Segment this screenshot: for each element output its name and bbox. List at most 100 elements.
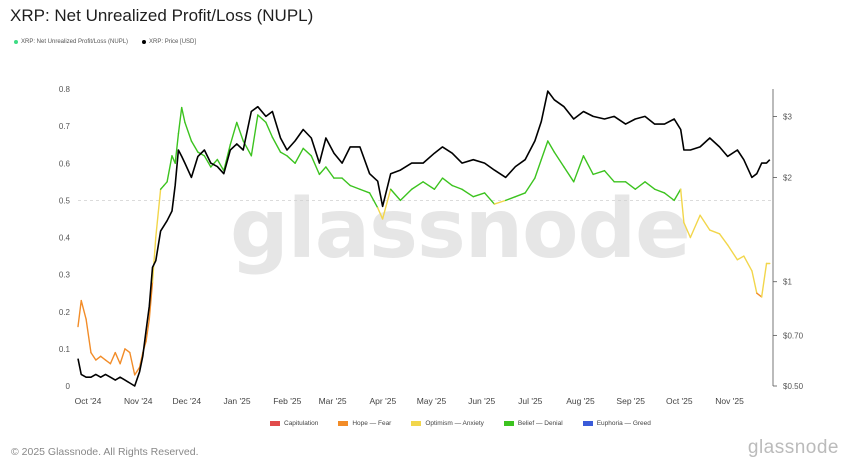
nupl-line-segment: [736, 255, 745, 261]
optimism-anxiety-swatch: [411, 421, 422, 426]
nupl-line-segment: [603, 169, 615, 183]
x-tick-label: Mar '25: [319, 396, 347, 406]
nupl-line-segment: [124, 348, 131, 354]
nupl-line-segment: [174, 132, 180, 164]
nupl-line-segment: [349, 184, 361, 190]
nupl-line-segment: [441, 177, 453, 187]
zone-legend-belief-denial[interactable]: Belief — Denial: [503, 420, 563, 427]
nupl-line-segment: [359, 188, 371, 194]
nupl-line-segment: [184, 121, 193, 142]
y-left-tick-label: 0.3: [59, 271, 71, 280]
nupl-line-segment: [80, 299, 87, 320]
nupl-line-segment: [679, 188, 685, 224]
nupl-line-segment: [203, 155, 212, 168]
zone-legend-capitulation[interactable]: Capitulation: [270, 420, 318, 427]
nupl-line-segment: [190, 140, 199, 153]
nupl-line-segment: [743, 255, 753, 272]
zone-label-hope-fear: Hope — Fear: [352, 420, 392, 427]
nupl-line-segment: [279, 151, 288, 157]
nupl-line-segment: [257, 114, 267, 124]
capitulation-swatch: [270, 421, 280, 426]
zone-legend-hope-fear[interactable]: Hope — Fear: [338, 420, 391, 427]
nupl-line-segment: [534, 158, 543, 179]
nupl-line-segment: [95, 355, 102, 361]
nupl-line-segment: [210, 158, 219, 168]
nupl-line-segment: [286, 155, 296, 164]
nupl-line-segment: [368, 192, 379, 209]
legend-item-nupl[interactable]: XRP: Net Unrealized Profit/Loss (NUPL): [14, 39, 128, 45]
nupl-line-segment: [271, 136, 282, 153]
y-right-tick-label: $1: [783, 278, 792, 287]
nupl-line-segment: [751, 270, 758, 294]
x-tick-label: Sep '25: [616, 396, 645, 406]
nupl-line-segment: [148, 281, 154, 320]
nupl-line-segment: [654, 188, 666, 194]
nupl-line-segment: [689, 214, 701, 239]
nupl-line-segment: [151, 236, 157, 283]
legend-item-price[interactable]: XRP: Price [USD]: [142, 39, 196, 45]
x-tick-label: Jan '25: [223, 396, 250, 406]
x-tick-label: Nov '25: [715, 396, 744, 406]
nupl-line-segment: [318, 166, 327, 176]
nupl-line-segment: [422, 181, 436, 190]
y-right-tick-label: $2: [783, 173, 792, 182]
nupl-line-segment: [411, 181, 424, 190]
nupl-line-segment: [399, 188, 413, 202]
y-left-tick-label: 0.8: [59, 85, 71, 94]
y-left-tick-label: 0.2: [59, 308, 71, 317]
nupl-line-segment: [155, 188, 162, 239]
nupl-line-segment: [77, 299, 82, 328]
nupl-line-segment: [129, 351, 136, 376]
legend-label-price: XRP: Price [USD]: [149, 39, 197, 45]
nupl-line-segment: [229, 121, 238, 146]
chart-title: XRP: Net Unrealized Profit/Loss (NUPL): [10, 6, 314, 25]
nupl-line-segment: [104, 359, 112, 365]
nupl-line-segment: [90, 351, 97, 361]
zone-label-capitulation: Capitulation: [284, 420, 319, 427]
nupl-line-segment: [472, 192, 486, 198]
nupl-line-segment: [718, 233, 729, 246]
nupl-line-segment: [216, 158, 225, 172]
nupl-line-segment: [265, 121, 274, 138]
x-tick-label: Feb '25: [273, 396, 301, 406]
brand-logo-text: glassnode: [747, 437, 839, 458]
nupl-line-segment: [180, 106, 186, 124]
nupl-line-segment: [166, 155, 173, 183]
nupl-line-segment: [563, 166, 575, 183]
y-right-tick-label: $0.70: [783, 331, 804, 340]
zone-label-belief-denial: Belief — Denial: [517, 420, 563, 427]
y-left-tick-label: 0.6: [59, 159, 71, 168]
nupl-line-segment: [483, 192, 496, 205]
nupl-line-segment: [381, 188, 392, 220]
nupl-line-segment: [159, 184, 165, 190]
nupl-line-segment: [673, 188, 682, 202]
y-right-tick-label: $0.50: [783, 382, 804, 391]
nupl-line-segment: [163, 181, 168, 187]
nupl-line-segment: [524, 177, 536, 194]
nupl-line-segment: [341, 177, 351, 187]
nupl-line-segment: [134, 366, 141, 376]
nupl-line-segment: [119, 348, 126, 365]
y-left-tick-label: 0.1: [59, 345, 71, 354]
x-tick-label: May '25: [417, 396, 447, 406]
nupl-line-segment: [514, 192, 526, 198]
zone-label-euphoria-greed: Euphoria — Greed: [596, 420, 651, 427]
nupl-line-segment: [663, 192, 675, 202]
watermark: glassnode: [230, 182, 691, 277]
zone-legend-optimism-anxiety[interactable]: Optimism — Anxiety: [411, 420, 484, 427]
legend-label-nupl: XRP: Net Unrealized Profit/Loss (NUPL): [21, 39, 129, 45]
nupl-line-segment: [547, 140, 555, 153]
y-left-tick-label: 0: [66, 382, 71, 391]
nupl-line-segment: [99, 355, 107, 361]
y-left-tick-label: 0.4: [59, 234, 71, 243]
nupl-line-segment: [389, 188, 402, 202]
nupl-legend-dot: [14, 40, 18, 44]
nupl-line-segment: [236, 121, 244, 142]
zone-legend-euphoria-greed[interactable]: Euphoria — Greed: [582, 420, 651, 427]
x-tick-label: Jun '25: [468, 396, 495, 406]
nupl-line-segment: [504, 195, 517, 202]
nupl-line-segment: [325, 166, 335, 179]
nupl-line-segment: [433, 177, 444, 190]
x-tick-label: Aug '25: [566, 396, 595, 406]
